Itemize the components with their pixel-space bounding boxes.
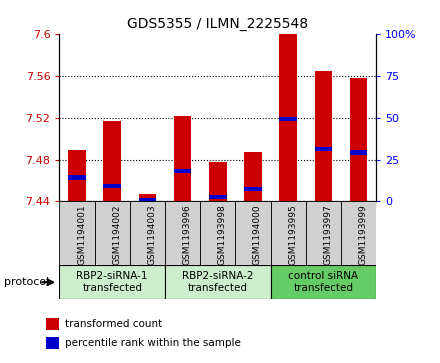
Text: GSM1193995: GSM1193995 [288, 205, 297, 265]
Bar [341, 201, 376, 265]
Bar [174, 116, 191, 201]
Bar [46, 318, 59, 330]
Bar [244, 152, 262, 201]
Bar [59, 265, 165, 299]
Bar [244, 187, 262, 191]
Bar [209, 195, 227, 199]
Bar [350, 78, 367, 201]
Text: GSM1194002: GSM1194002 [112, 205, 121, 265]
Bar [279, 34, 297, 201]
Text: GSM1194000: GSM1194000 [253, 205, 262, 265]
Bar [350, 150, 367, 155]
Text: GSM1193998: GSM1193998 [218, 205, 227, 265]
Bar [235, 201, 271, 265]
Bar [271, 265, 376, 299]
Bar [279, 117, 297, 121]
Text: GSM1194003: GSM1194003 [147, 205, 156, 265]
Text: GSM1194001: GSM1194001 [77, 205, 86, 265]
Bar [103, 184, 121, 188]
Bar [59, 201, 95, 265]
Text: RBP2-siRNA-1
transfected: RBP2-siRNA-1 transfected [77, 272, 148, 293]
Bar [174, 169, 191, 173]
Bar [271, 201, 306, 265]
Bar [315, 71, 332, 201]
Bar [165, 265, 271, 299]
Bar [209, 162, 227, 201]
Bar [200, 201, 235, 265]
Text: GSM1193999: GSM1193999 [359, 205, 367, 265]
Text: protocol: protocol [4, 277, 50, 287]
Text: RBP2-siRNA-2
transfected: RBP2-siRNA-2 transfected [182, 272, 253, 293]
Bar [315, 147, 332, 151]
Bar [46, 337, 59, 348]
Text: transformed count: transformed count [65, 319, 162, 329]
Title: GDS5355 / ILMN_2225548: GDS5355 / ILMN_2225548 [127, 17, 308, 31]
Bar [165, 201, 200, 265]
Bar [306, 201, 341, 265]
Text: GSM1193996: GSM1193996 [183, 205, 191, 265]
Bar [68, 150, 86, 201]
Bar [95, 201, 130, 265]
Bar [139, 198, 156, 203]
Bar [130, 201, 165, 265]
Bar [103, 121, 121, 201]
Bar [68, 175, 86, 180]
Text: percentile rank within the sample: percentile rank within the sample [65, 338, 240, 348]
Text: control siRNA
transfected: control siRNA transfected [288, 272, 359, 293]
Text: GSM1193997: GSM1193997 [323, 205, 332, 265]
Bar [139, 194, 156, 201]
